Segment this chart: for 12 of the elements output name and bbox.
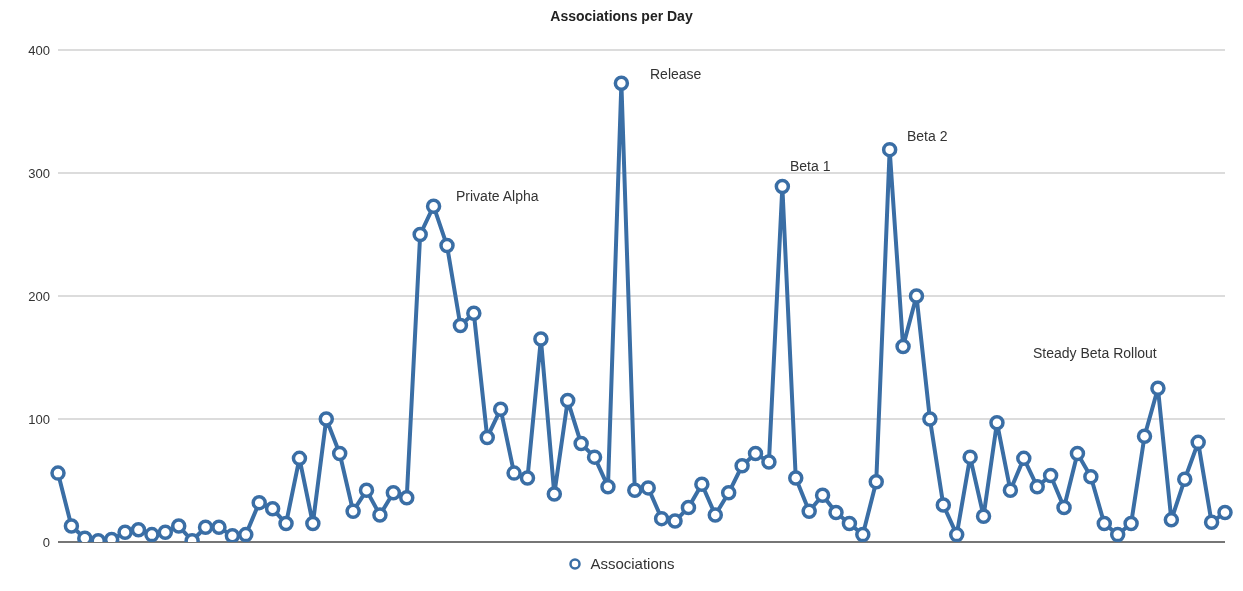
y-tick-label: 300 xyxy=(28,165,50,181)
legend-label: Associations xyxy=(589,555,675,572)
annotation: Beta 1 xyxy=(790,158,831,174)
chart-title: Associations per Day xyxy=(549,8,694,26)
annotation: Release xyxy=(650,66,702,82)
annotation: Steady Beta Rollout xyxy=(1033,345,1157,361)
y-tick-label: 100 xyxy=(28,411,50,427)
y-tick-label: 400 xyxy=(28,42,50,58)
y-tick-label: 0 xyxy=(42,534,50,550)
y-tick-label: 200 xyxy=(28,288,50,304)
annotation: Private Alpha xyxy=(456,188,539,204)
annotation: Beta 2 xyxy=(907,128,948,144)
